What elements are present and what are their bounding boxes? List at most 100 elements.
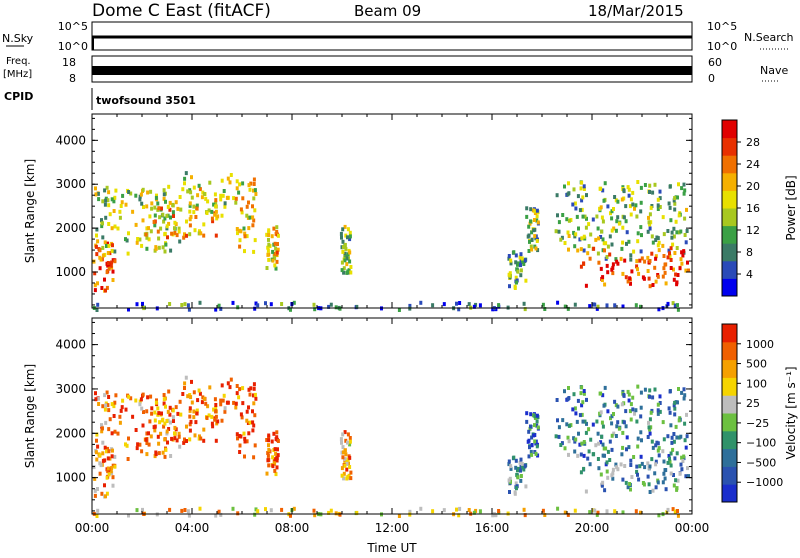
data-cell (634, 203, 638, 208)
data-cell (125, 443, 129, 448)
data-cell (341, 239, 345, 244)
data-cell (600, 278, 604, 282)
data-cell (606, 449, 610, 454)
data-cell (270, 234, 274, 239)
data-cell (582, 389, 586, 393)
data-cell (266, 248, 270, 253)
data-cell (108, 456, 112, 461)
data-cell (208, 385, 212, 390)
data-cell (654, 459, 658, 464)
data-cell (171, 203, 175, 208)
data-cell (100, 423, 103, 428)
data-cell (236, 436, 239, 441)
data-cell (601, 393, 605, 398)
data-cell (267, 233, 271, 237)
data-cell (541, 302, 545, 307)
data-cell (248, 392, 252, 397)
data-cell (189, 190, 193, 195)
data-cell (670, 235, 674, 240)
data-cell (679, 434, 683, 439)
data-cell (560, 235, 564, 240)
data-cell (339, 437, 343, 442)
data-cell (656, 203, 660, 208)
data-cell (677, 213, 681, 218)
data-cell (124, 442, 127, 447)
data-cell (95, 227, 99, 232)
data-cell (275, 230, 279, 234)
data-cell (572, 392, 576, 397)
data-cell (238, 434, 242, 438)
data-cell (682, 182, 686, 187)
data-cell (183, 386, 186, 390)
data-cell (173, 436, 177, 441)
data-cell (138, 399, 142, 404)
data-cell (232, 400, 236, 405)
data-cell (254, 192, 258, 196)
data-cell (101, 440, 105, 445)
data-cell (605, 303, 609, 308)
data-cell (661, 420, 665, 425)
data-cell (666, 434, 670, 439)
data-cell (627, 193, 631, 198)
data-cell (253, 306, 257, 311)
data-cell (624, 480, 628, 485)
data-cell (211, 424, 215, 429)
data-cell (275, 456, 279, 460)
data-cell (155, 398, 158, 403)
data-cell (683, 421, 687, 426)
data-cell (638, 258, 642, 263)
data-cell (458, 506, 462, 511)
data-cell (327, 510, 331, 515)
data-cell (189, 395, 193, 400)
data-cell (243, 234, 247, 239)
data-cell (214, 307, 218, 312)
colorbar-tick-label: 8 (746, 246, 753, 259)
data-cell (346, 235, 349, 240)
data-cell (532, 433, 536, 438)
data-cell (643, 387, 647, 392)
data-cell (214, 204, 218, 209)
data-cell (173, 230, 177, 235)
data-cell (252, 218, 256, 223)
data-cell (219, 512, 223, 517)
data-cell (247, 431, 251, 436)
data-cell (625, 435, 629, 440)
data-cell (146, 190, 150, 195)
colorbar-tick-label: 4 (746, 268, 753, 281)
data-cell (530, 443, 534, 447)
data-cell (267, 438, 271, 443)
data-cell (599, 391, 603, 396)
data-cell (680, 467, 684, 472)
data-cell (106, 251, 110, 255)
data-cell (563, 510, 567, 515)
data-cell (113, 429, 117, 434)
data-cell (575, 419, 579, 424)
data-cell (566, 230, 570, 235)
data-cell (675, 280, 679, 285)
data-cell (247, 183, 251, 188)
data-cell (355, 304, 359, 309)
data-cell (623, 258, 627, 263)
data-cell (603, 488, 607, 493)
data-cell (649, 410, 653, 415)
data-cell (507, 462, 511, 467)
data-cell (145, 409, 149, 414)
data-cell (557, 229, 561, 234)
data-cell (253, 413, 257, 418)
data-cell (195, 206, 199, 211)
data-cell (588, 304, 592, 309)
data-cell (651, 395, 655, 400)
data-cell (217, 509, 221, 514)
data-cell (251, 215, 255, 220)
data-cell (573, 234, 577, 239)
y-axis-title: Slant Range [km] (23, 159, 37, 263)
data-cell (507, 478, 511, 483)
data-cell (98, 266, 102, 271)
data-cell (194, 215, 198, 219)
data-cell (639, 414, 643, 419)
data-cell (560, 441, 564, 446)
data-cell (202, 438, 206, 443)
data-cell (202, 233, 206, 238)
data-cell (563, 304, 567, 309)
data-cell (611, 271, 615, 276)
